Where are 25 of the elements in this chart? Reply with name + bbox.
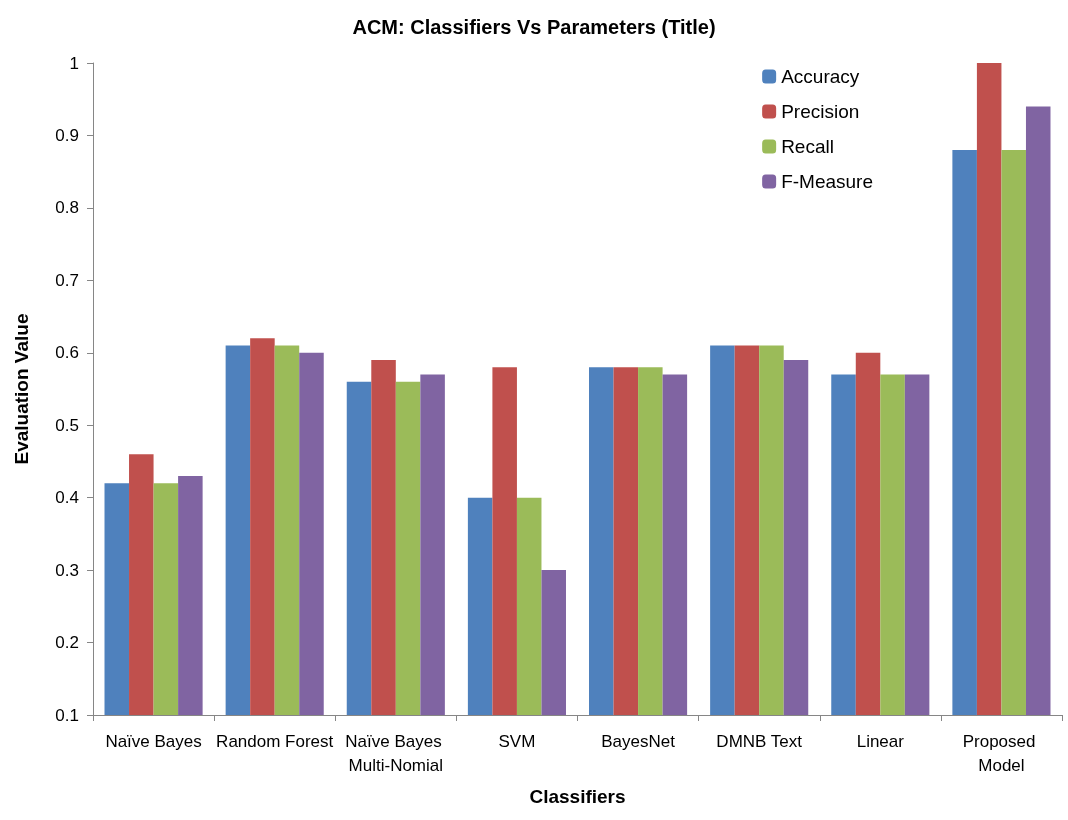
legend-label: Accuracy xyxy=(781,66,860,87)
y-tick-label: 0.3 xyxy=(55,560,79,580)
x-tick-label: Random Forest xyxy=(216,731,334,751)
x-tick-label: DMNB Text xyxy=(716,731,803,751)
legend-label: Recall xyxy=(781,136,834,157)
y-axis-title: Evaluation Value xyxy=(11,313,32,465)
x-tick-label: SVM xyxy=(498,731,536,751)
y-tick-label: 0.4 xyxy=(55,488,79,508)
y-tick-label: 0.9 xyxy=(55,125,79,145)
y-tick-label: 0.2 xyxy=(55,633,79,653)
y-tick-label: 0.7 xyxy=(55,270,79,290)
x-tick-label: BayesNet xyxy=(601,731,676,751)
legend-label: Precision xyxy=(781,101,860,122)
y-tick-label: 0.5 xyxy=(55,415,79,435)
x-tick-label: Naïve Bayes Multi-Nomial xyxy=(345,731,447,775)
x-axis-title: Classifiers xyxy=(529,786,626,807)
chart-title: ACM: Classifiers Vs Parameters (Title) xyxy=(352,16,716,38)
x-tick-label: Linear xyxy=(856,731,905,751)
x-tick-label: Naïve Bayes xyxy=(105,731,202,751)
x-tick-label: Proposed Model xyxy=(962,731,1041,775)
y-tick-label: 1 xyxy=(69,53,79,73)
y-tick-label: 0.1 xyxy=(55,705,79,725)
legend-label: F-Measure xyxy=(781,171,873,192)
y-tick-label: 0.6 xyxy=(55,343,79,363)
y-tick-label: 0.8 xyxy=(55,198,79,218)
